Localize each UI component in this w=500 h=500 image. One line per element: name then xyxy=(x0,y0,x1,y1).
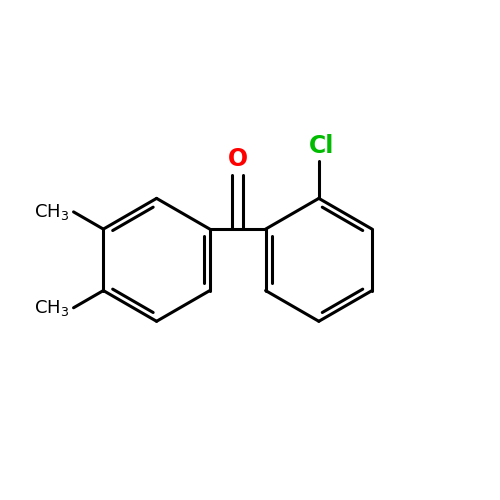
Text: CH$_3$: CH$_3$ xyxy=(34,202,70,222)
Text: O: O xyxy=(228,147,248,171)
Text: CH$_3$: CH$_3$ xyxy=(34,298,70,318)
Text: Cl: Cl xyxy=(308,134,334,158)
